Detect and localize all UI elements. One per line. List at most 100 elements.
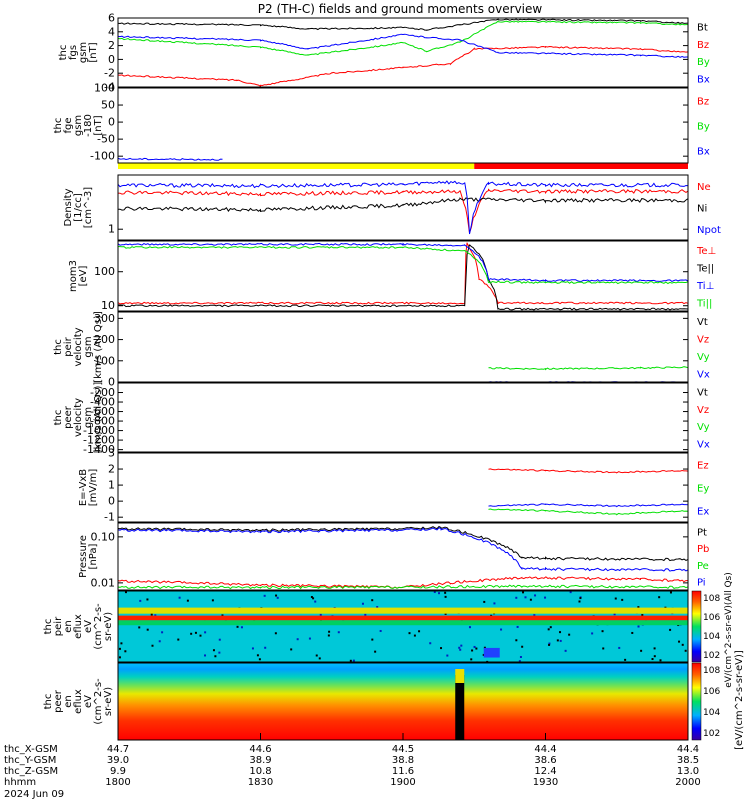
spectrogram-pixel — [544, 597, 546, 599]
colorbar-label: [eV/(cm^2-s-sr-eV)] — [734, 650, 745, 750]
spectrogram-pixel — [678, 641, 680, 643]
spectrogram-pixel — [682, 644, 684, 646]
spectrogram-pixel — [338, 631, 340, 633]
spectrogram-background — [118, 663, 688, 740]
y-tick-label: 1 — [108, 479, 115, 492]
panel-ylabel-line: sr-eV) — [103, 687, 114, 716]
series-Vy-line — [489, 367, 689, 370]
ephemeris-row-label: thc_Z-GSM — [4, 766, 58, 777]
spectrogram-pixel — [138, 626, 140, 628]
spectrogram-pixel — [493, 602, 495, 604]
spectrogram-background — [118, 591, 688, 662]
colorbar-tick-label: 108 — [703, 666, 720, 676]
spectrogram-pixel — [550, 626, 552, 628]
panel-ylabel-density: Density[1/cc][cm^-3] — [63, 187, 94, 228]
spectrogram-pixel — [264, 595, 266, 597]
panel-ylabel-fge_dsl: thcfgegsm-180[nT] — [53, 114, 104, 137]
spectrogram-pixel — [568, 634, 570, 636]
legend-Ey: Ey — [697, 484, 709, 495]
spectrogram-pixel — [460, 645, 462, 647]
panel-frame-fge_dsl — [118, 88, 688, 163]
spectrogram-pixel — [652, 658, 654, 660]
spectrogram-pixel — [469, 626, 471, 628]
legend-Vt: Vt — [697, 317, 708, 328]
ephemeris-row-label: thc_X-GSM — [4, 744, 58, 755]
colorbar-tick-label: 106 — [703, 687, 720, 697]
panel-frame-e_field — [118, 453, 688, 522]
legend-Pt: Pt — [697, 527, 707, 538]
spectrogram-pixel — [212, 599, 214, 601]
y-tick-label: 0 — [108, 53, 115, 66]
series-Ti⊥-line — [118, 243, 688, 281]
spectrogram-pixel — [440, 647, 442, 649]
peer_eflux-spectrogram — [118, 663, 688, 740]
ephemeris-value: 1830 — [248, 777, 273, 788]
spectrogram-pixel — [119, 648, 121, 650]
spectrogram-pixel — [474, 646, 476, 648]
panel-ylabel-line: [nPa] — [88, 543, 99, 569]
spectrogram-pixel — [638, 626, 640, 628]
legend-Pb: Pb — [697, 544, 709, 555]
y-tick-label: 50 — [101, 99, 115, 112]
panel-frame-temperature — [118, 241, 688, 311]
spectrogram-pixel — [560, 640, 562, 642]
spectrogram-pixel — [515, 597, 517, 599]
spectrogram-pixel — [277, 597, 279, 599]
colorbar-tick-label: 104 — [703, 708, 720, 718]
spectrogram-pixel — [119, 656, 121, 658]
spectrogram-pixel — [312, 597, 314, 599]
spectrogram-pixel — [353, 660, 355, 662]
spectrogram-pixel — [658, 596, 660, 598]
legend-Ti⊥: Ti⊥ — [696, 281, 714, 292]
spectrogram-pixel — [139, 600, 141, 602]
spectrogram-pixel — [548, 644, 550, 646]
y-tick-label: 1 — [108, 223, 115, 236]
spectrogram-pixel — [264, 647, 266, 649]
spectrogram-pixel — [470, 658, 472, 660]
y-tick-label: 2 — [108, 39, 115, 52]
spectrogram-pixel — [219, 639, 221, 641]
spectrogram-pixel — [500, 629, 502, 631]
spectrogram-pixel — [559, 631, 561, 633]
y-tick-label: 0 — [108, 495, 115, 508]
ephemeris-value: 39.0 — [107, 755, 129, 766]
spectrogram-pixel — [659, 659, 661, 661]
panel-ylabel-peer_velocity: thcpeervelocitygsm[km/s (All Qs)] — [53, 382, 104, 454]
y-tick-label: 3 — [108, 447, 115, 460]
spectrogram-pixel — [309, 638, 311, 640]
spectrogram-pixel — [257, 654, 259, 656]
ephemeris-value: 1930 — [533, 777, 558, 788]
panel-ylabel-fgs_gsm: thcfgsgsm[nT] — [58, 42, 99, 63]
ephemeris-value: 38.8 — [392, 755, 414, 766]
panel-frame-peer_velocity — [118, 383, 688, 452]
spectrogram-pixel — [204, 631, 206, 633]
spectrogram-pixel — [654, 655, 656, 657]
spectrogram-pixel — [380, 630, 382, 632]
spectrogram-pixel — [237, 626, 239, 628]
spectrogram-pixel — [471, 649, 473, 651]
ephemeris-value: 44.7 — [107, 744, 129, 755]
spectrogram-pixel — [190, 633, 192, 635]
y-tick-label: 0.10 — [91, 530, 116, 543]
spectrogram-pixel — [475, 648, 477, 650]
spectrogram-pixel — [204, 654, 206, 656]
legend-Ex: Ex — [697, 507, 709, 518]
panel-ylabel-line: [km/s (All Qs)] — [93, 311, 104, 383]
colorbar-tick-label: 108 — [703, 594, 720, 604]
spectrogram-pixel — [685, 650, 687, 652]
y-tick-label: -100 — [90, 150, 115, 163]
spectrogram-pixel — [320, 614, 322, 616]
spectrogram-pixel — [483, 601, 485, 603]
y-tick-label: 0.01 — [91, 576, 116, 589]
ephemeris-value: 38.5 — [677, 755, 699, 766]
spectrogram-pixel — [364, 614, 366, 616]
spectrogram-pixel — [458, 647, 460, 649]
panel-ylabel-line: [eV] — [78, 266, 89, 287]
y-tick-label: 6 — [108, 12, 115, 25]
spectrogram-pixel — [522, 591, 524, 593]
date-label: 2024 Jun 09 — [4, 789, 64, 800]
ephemeris-value: 44.5 — [392, 744, 414, 755]
spectrogram-pixel — [565, 650, 567, 652]
panel-frame-peir_velocity — [118, 312, 688, 382]
